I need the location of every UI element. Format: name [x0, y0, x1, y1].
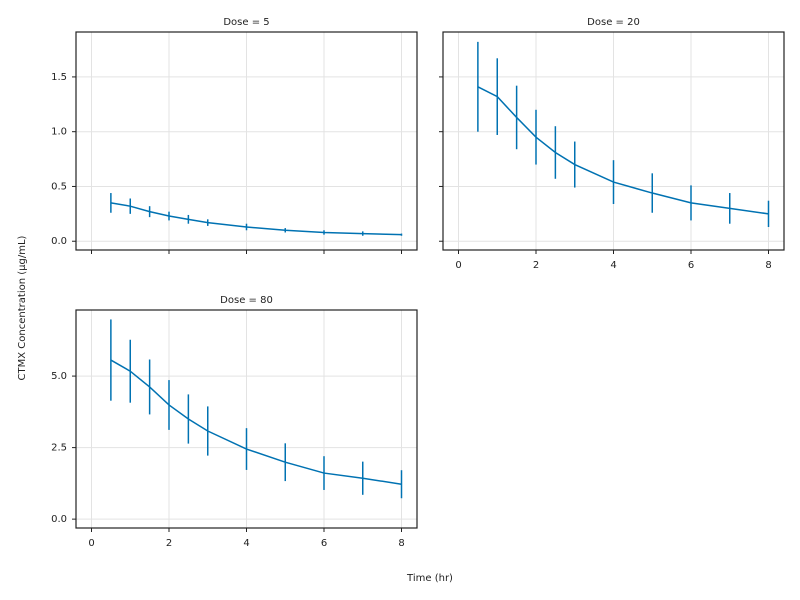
- panel-title: Dose = 20: [587, 17, 640, 28]
- panel-frame: [75, 31, 418, 251]
- y-tick-label: 0.0: [51, 514, 67, 525]
- data-line: [110, 359, 402, 485]
- y-tick-label: 1.0: [51, 127, 67, 138]
- x-tick-label: 2: [533, 260, 539, 271]
- y-tick-label: 0.0: [51, 236, 67, 247]
- panel-title: Dose = 5: [223, 17, 269, 28]
- y-tick-label: 5.0: [51, 371, 67, 382]
- x-tick-label: 8: [398, 538, 404, 549]
- x-tick-label: 2: [166, 538, 172, 549]
- data-line: [477, 86, 769, 215]
- x-tick-label: 0: [455, 260, 461, 271]
- y-tick-label: 1.5: [51, 72, 67, 83]
- panel-title: Dose = 80: [220, 295, 273, 306]
- y-tick-label: 0.5: [51, 181, 67, 192]
- x-tick-label: 6: [321, 538, 327, 549]
- x-tick-label: 4: [243, 538, 249, 549]
- x-tick-label: 0: [88, 538, 94, 549]
- panel-frame: [75, 309, 418, 529]
- y-axis-label: CTMX Concentration (μg/mL): [17, 235, 28, 380]
- x-tick-label: 4: [610, 260, 616, 271]
- x-tick-label: 6: [688, 260, 694, 271]
- y-tick-label: 2.5: [51, 443, 67, 454]
- data-line: [110, 202, 402, 236]
- x-axis-label: Time (hr): [406, 573, 453, 584]
- panel-frame: [442, 31, 785, 251]
- x-tick-label: 8: [765, 260, 771, 271]
